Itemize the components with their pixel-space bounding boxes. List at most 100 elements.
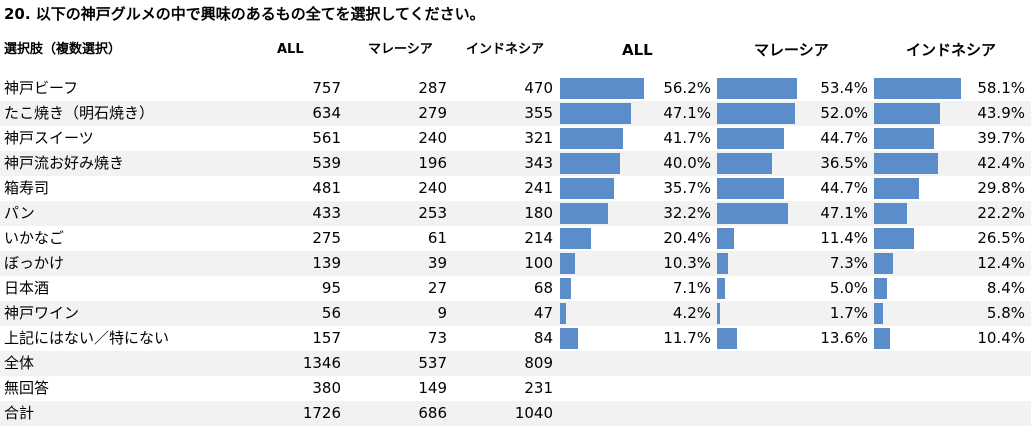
count-indonesia: 231 xyxy=(524,379,553,397)
count-all: 95 xyxy=(321,279,341,297)
bar-malaysia xyxy=(717,178,785,199)
row-label: たこ焼き（明石焼き） xyxy=(4,104,155,122)
header-option: 選択肢（複数選択） xyxy=(4,42,122,57)
bar-indonesia xyxy=(874,303,883,324)
table-row xyxy=(0,251,1031,276)
count-indonesia: 1040 xyxy=(514,404,553,422)
bar-malaysia xyxy=(717,78,798,99)
bar-indonesia xyxy=(874,253,893,274)
header-indonesia: インドネシア xyxy=(466,42,545,57)
data-label: 11.7% xyxy=(663,329,711,347)
header-malaysia: マレーシア xyxy=(368,42,433,57)
data-label: 39.7% xyxy=(977,129,1025,147)
bar-indonesia xyxy=(874,78,962,99)
row-label: ぼっかけ xyxy=(4,254,65,272)
count-all: 139 xyxy=(312,254,341,272)
data-label: 36.5% xyxy=(820,154,868,172)
count-indonesia: 470 xyxy=(524,79,553,97)
bar-malaysia xyxy=(717,303,720,324)
count-indonesia: 214 xyxy=(524,229,553,247)
table-row xyxy=(0,101,1031,126)
count-indonesia: 100 xyxy=(524,254,553,272)
data-label: 44.7% xyxy=(820,179,868,197)
count-malaysia: 27 xyxy=(427,279,447,297)
bar-indonesia xyxy=(874,278,887,299)
count-malaysia: 149 xyxy=(418,379,447,397)
row-label: 箱寿司 xyxy=(4,179,50,197)
bar-malaysia xyxy=(717,278,725,299)
count-all: 1726 xyxy=(302,404,341,422)
count-malaysia: 73 xyxy=(427,329,447,347)
table-row xyxy=(0,226,1031,251)
data-label: 53.4% xyxy=(820,79,868,97)
data-label: 52.0% xyxy=(820,104,868,122)
table-row xyxy=(0,201,1031,226)
data-label: 40.0% xyxy=(663,154,711,172)
header-malaysia-pct: マレーシア xyxy=(754,41,829,59)
bar-all xyxy=(560,278,571,299)
data-label: 10.3% xyxy=(663,254,711,272)
count-indonesia: 84 xyxy=(533,329,553,347)
count-malaysia: 196 xyxy=(418,154,447,172)
count-all: 539 xyxy=(312,154,341,172)
header-all: ALL xyxy=(277,42,304,57)
header-all-pct: ALL xyxy=(622,41,653,59)
row-label: 神戸ワイン xyxy=(4,304,80,322)
page-title: 20. 以下の神戸グルメの中で興味のあるもの全てを選択してください。 xyxy=(4,5,485,23)
data-label: 5.0% xyxy=(829,279,868,297)
bar-indonesia xyxy=(874,203,908,224)
data-label: 8.4% xyxy=(986,279,1025,297)
count-malaysia: 686 xyxy=(418,404,447,422)
count-malaysia: 9 xyxy=(437,304,447,322)
table-row xyxy=(0,376,1031,401)
count-all: 157 xyxy=(312,329,341,347)
data-label: 20.4% xyxy=(663,229,711,247)
row-label: 無回答 xyxy=(4,379,50,397)
count-malaysia: 39 xyxy=(427,254,447,272)
data-label: 22.2% xyxy=(977,204,1025,222)
count-indonesia: 180 xyxy=(524,204,553,222)
bar-malaysia xyxy=(717,203,788,224)
bar-all xyxy=(560,153,620,174)
count-indonesia: 809 xyxy=(524,354,553,372)
count-malaysia: 537 xyxy=(418,354,447,372)
bar-all xyxy=(560,178,614,199)
bar-all xyxy=(560,228,591,249)
row-label: 全体 xyxy=(4,354,35,372)
data-label: 58.1% xyxy=(977,79,1025,97)
bar-indonesia xyxy=(874,153,938,174)
count-all: 1346 xyxy=(302,354,341,372)
count-all: 634 xyxy=(312,104,341,122)
row-label: 神戸ビーフ xyxy=(4,79,79,97)
data-label: 11.4% xyxy=(820,229,868,247)
bar-malaysia xyxy=(717,228,735,249)
row-label: 上記にはない／特にない xyxy=(4,329,170,347)
count-indonesia: 343 xyxy=(524,154,553,172)
table-row xyxy=(0,276,1031,301)
data-label: 32.2% xyxy=(663,204,711,222)
data-label: 13.6% xyxy=(820,329,868,347)
bar-all xyxy=(560,203,609,224)
data-label: 1.7% xyxy=(829,304,868,322)
bar-all xyxy=(560,328,578,349)
count-malaysia: 240 xyxy=(418,179,447,197)
count-indonesia: 321 xyxy=(524,129,553,147)
header-indonesia-pct: インドネシア xyxy=(906,41,997,59)
bar-all xyxy=(560,78,645,99)
bar-all xyxy=(560,253,576,274)
table-row xyxy=(0,76,1031,101)
count-all: 757 xyxy=(312,79,341,97)
bar-malaysia xyxy=(717,328,738,349)
data-label: 35.7% xyxy=(663,179,711,197)
bar-malaysia xyxy=(717,128,785,149)
data-label: 4.2% xyxy=(672,304,711,322)
count-indonesia: 68 xyxy=(533,279,553,297)
table-row xyxy=(0,126,1031,151)
bar-indonesia xyxy=(874,228,914,249)
data-label: 26.5% xyxy=(977,229,1025,247)
bar-malaysia xyxy=(717,103,795,124)
bar-indonesia xyxy=(874,128,934,149)
bar-all xyxy=(560,103,631,124)
row-label: パン xyxy=(4,204,35,222)
row-label: 神戸スイーツ xyxy=(4,129,94,147)
